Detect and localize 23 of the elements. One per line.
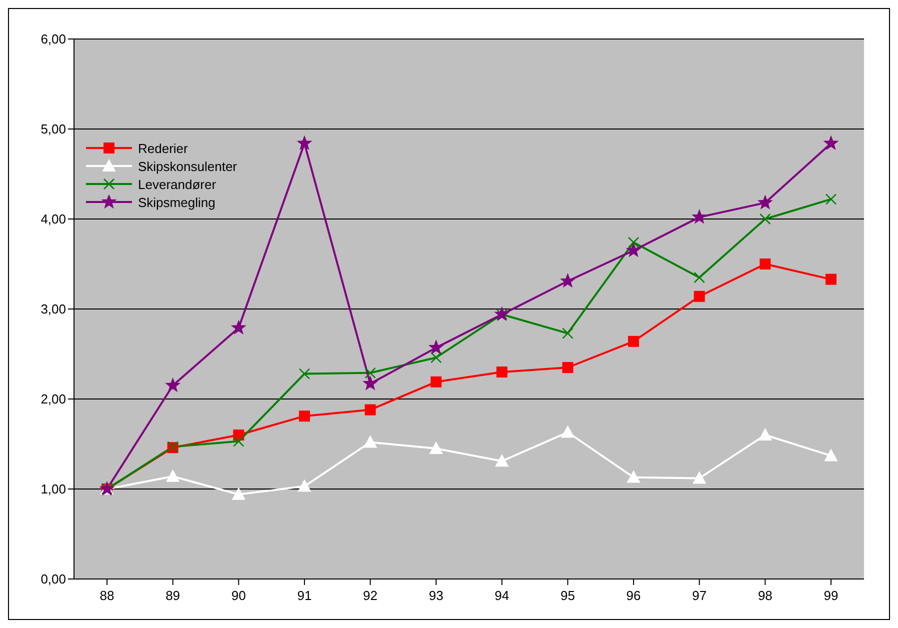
x-tick-label: 99 [824, 588, 838, 604]
legend-label: Leverandører [138, 176, 216, 192]
y-tick-label: 5,00 [40, 122, 66, 137]
y-tick-label: 2,00 [40, 392, 66, 407]
y-tick-label: 3,00 [40, 302, 66, 317]
y-tick-label: 1,00 [40, 482, 66, 497]
x-tick-label: 89 [166, 588, 180, 604]
legend-label: Skipsmegling [138, 194, 216, 210]
x-tick-label: 90 [231, 588, 246, 604]
y-tick-label: 6,00 [40, 32, 66, 47]
x-tick-label: 98 [758, 588, 772, 604]
x-tick-label: 97 [692, 588, 707, 604]
x-tick-label: 91 [297, 588, 312, 604]
x-tick-label: 95 [560, 588, 575, 604]
x-tick-label: 92 [363, 588, 378, 604]
x-tick-label: 88 [100, 588, 114, 604]
x-tick-label: 94 [494, 588, 510, 604]
legend-label: Skipskonsulenter [138, 158, 237, 174]
legend-label: Rederier [138, 140, 188, 156]
y-tick-label: 0,00 [40, 572, 66, 587]
x-tick-label: 93 [428, 588, 444, 604]
x-tick-label: 96 [626, 588, 641, 604]
y-tick-label: 4,00 [40, 212, 66, 227]
